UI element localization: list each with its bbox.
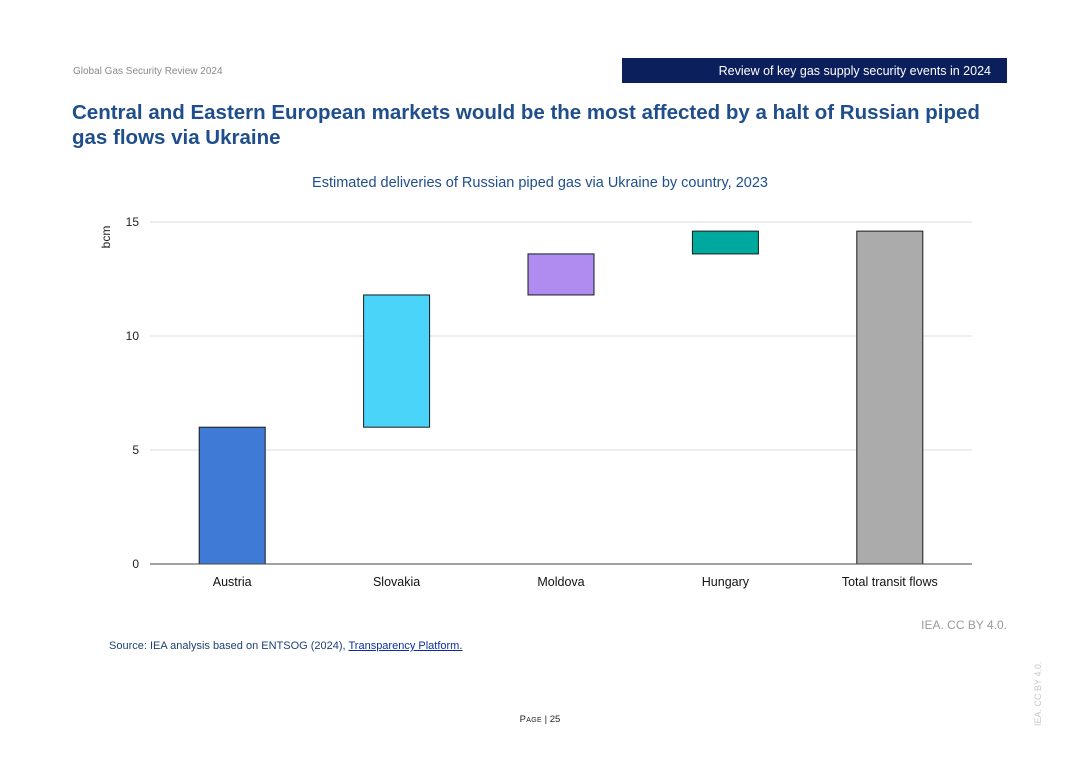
page-number: Page | 25 [0, 714, 1080, 725]
report-title: Global Gas Security Review 2024 [73, 66, 223, 77]
source-note: Source: IEA analysis based on ENTSOG (20… [109, 640, 462, 652]
x-tick-label: Hungary [702, 575, 750, 589]
bar-slovakia [363, 294, 431, 428]
bar-total-transit-flows [856, 230, 924, 565]
side-credit: IEA. CC BY 4.0. [1033, 661, 1043, 726]
y-tick-label: 0 [132, 557, 139, 571]
page-number-value: | 25 [544, 714, 561, 725]
bar-austria [198, 426, 266, 565]
bar-moldova [527, 253, 595, 296]
chart-title: Estimated deliveries of Russian piped ga… [312, 175, 768, 191]
y-tick-labels: 0 5 10 15 [126, 215, 140, 571]
x-tick-label: Moldova [537, 575, 584, 589]
bars [198, 230, 924, 565]
x-tick-labels: Austria Slovakia Moldova Hungary Total trans… [213, 575, 938, 589]
y-axis-label: bcm [99, 226, 113, 249]
page-label: Page [519, 714, 542, 725]
y-tick-label: 15 [126, 215, 140, 229]
section-banner-label: Review of key gas supply security events… [718, 63, 991, 78]
gridlines [150, 221, 972, 451]
source-prefix: Source: IEA analysis based on ENTSOG (20… [109, 640, 349, 652]
section-banner: Review of key gas supply security events… [622, 58, 1007, 83]
y-tick-label: 10 [126, 329, 140, 343]
chart-title-wrap: Estimated deliveries of Russian piped ga… [0, 175, 1080, 191]
source-link[interactable]: Transparency Platform. [348, 640, 463, 652]
page-headline: Central and Eastern European markets wou… [72, 101, 980, 149]
x-tick-label: Austria [213, 575, 252, 589]
bar-hungary [691, 230, 759, 255]
y-tick-label: 5 [132, 443, 139, 457]
x-tick-label: Total transit flows [842, 575, 938, 589]
chart-credit: IEA. CC BY 4.0. [921, 618, 1007, 632]
x-tick-label: Slovakia [373, 575, 420, 589]
